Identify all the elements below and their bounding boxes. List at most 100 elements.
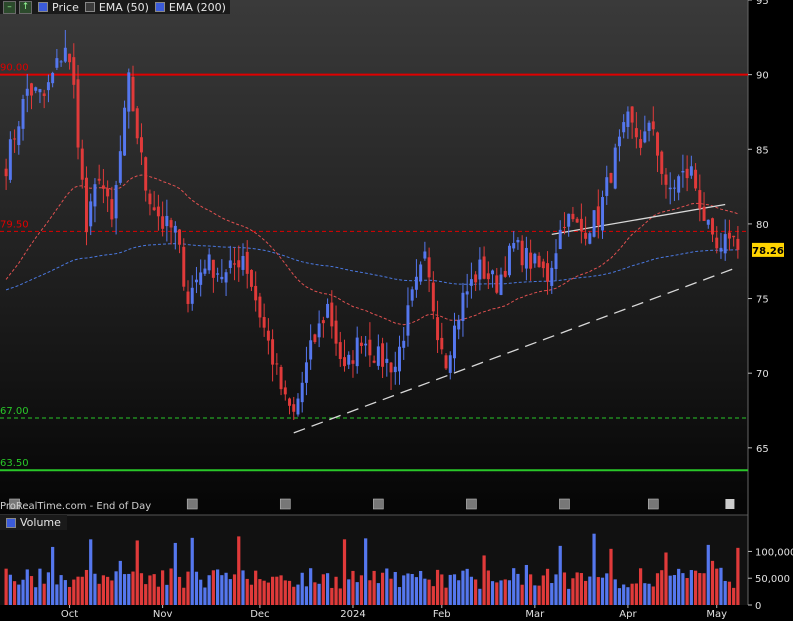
volume-bar	[660, 570, 664, 605]
date-tick-label: Oct	[61, 609, 78, 620]
volume-bar	[275, 576, 279, 605]
volume-bar	[465, 568, 469, 605]
ema200-legend-label: EMA (200)	[168, 0, 226, 14]
candle-body	[651, 121, 655, 130]
candle-body	[727, 232, 731, 239]
candle-body	[21, 99, 25, 129]
candle-body	[182, 246, 186, 287]
candle-body	[203, 268, 207, 274]
candle-body	[211, 259, 215, 278]
volume-bar	[325, 573, 330, 605]
candle-body	[550, 267, 554, 286]
event-icon	[9, 498, 20, 510]
candle-body	[173, 225, 177, 233]
volume-bar	[380, 572, 385, 605]
volume-bar	[419, 570, 423, 605]
source-note: ProRealTime.com - End of Day	[0, 501, 152, 512]
trendline	[293, 268, 734, 434]
candle-body	[34, 87, 38, 91]
candle-body	[42, 93, 46, 97]
volume-bar	[169, 568, 173, 605]
candle-body	[723, 234, 727, 254]
volume-legend-label: Volume	[20, 516, 61, 529]
volume-legend-swatch	[6, 517, 16, 528]
candle-body	[448, 355, 452, 373]
volume-bar	[613, 579, 617, 605]
volume-bar	[617, 588, 622, 605]
volume-bar	[567, 588, 571, 605]
candle-body	[334, 320, 338, 344]
candle-body	[76, 79, 80, 148]
date-tick-label: Feb	[433, 609, 451, 620]
candle-body	[512, 243, 516, 249]
volume-bar	[110, 580, 114, 605]
volume-bar	[389, 578, 393, 605]
volume-bar	[228, 579, 232, 605]
volume-bar	[283, 580, 287, 605]
volume-bar	[634, 583, 638, 605]
info-icon	[725, 499, 735, 509]
volume-bar	[80, 576, 84, 605]
candle-body	[571, 213, 575, 220]
volume-bar	[237, 536, 241, 605]
candle-body	[85, 177, 88, 233]
candle-body	[579, 218, 583, 232]
candle-body	[161, 216, 165, 229]
candle-body	[622, 122, 626, 133]
candle-body	[127, 72, 131, 112]
volume-bar	[63, 580, 67, 605]
candle-body	[715, 237, 719, 249]
candle-body	[237, 260, 241, 268]
candle-body	[376, 346, 380, 366]
volume-bar	[596, 577, 600, 605]
candle-body	[55, 58, 59, 68]
candle-body	[533, 253, 537, 264]
candle-body	[118, 151, 122, 183]
volume-bar	[706, 544, 710, 605]
candle-body	[228, 260, 232, 268]
volume-bar	[131, 571, 135, 605]
candle-body	[689, 166, 693, 176]
arrow-up-icon[interactable]: ↑	[19, 0, 32, 14]
volume-bar	[279, 575, 283, 605]
volume-bar	[135, 540, 139, 605]
volume-bar	[194, 571, 199, 605]
collapse-icon[interactable]: –	[3, 0, 16, 14]
candle-body	[199, 272, 203, 285]
candle-body	[486, 273, 490, 280]
ema50-legend-swatch	[84, 2, 95, 12]
candle-body	[165, 215, 169, 227]
volume-bar	[287, 580, 292, 605]
volume-bar	[161, 570, 165, 605]
event-icon	[373, 498, 384, 510]
volume-bar	[165, 584, 169, 605]
candle-body	[503, 270, 507, 277]
volume-bar	[393, 571, 397, 605]
candle-body	[106, 188, 110, 197]
volume-bar	[448, 574, 452, 605]
volume-bar	[584, 580, 588, 605]
volume-bar	[313, 582, 317, 605]
volume-bar	[245, 578, 249, 605]
ema50-legend-label: EMA (50)	[98, 0, 149, 14]
candle-body	[626, 111, 630, 127]
date-tick-label: Apr	[619, 609, 637, 620]
volume-bar	[579, 573, 583, 605]
volume-bar	[127, 573, 131, 605]
candle-body	[148, 193, 152, 205]
event-icon	[647, 498, 659, 510]
volume-bar	[220, 575, 224, 605]
volume-legend: Volume	[0, 515, 67, 530]
candle-body	[207, 254, 211, 271]
volume-bar	[414, 577, 419, 605]
volume-bar	[156, 586, 160, 605]
volume-bar	[203, 587, 207, 605]
candle-body	[711, 218, 714, 235]
volume-bar	[122, 574, 127, 605]
candle-body	[495, 275, 499, 293]
candle-body	[643, 131, 647, 143]
volume-bar	[486, 570, 490, 605]
volume-bar	[351, 570, 355, 605]
volume-bar	[600, 577, 605, 605]
volume-bar	[490, 581, 495, 605]
